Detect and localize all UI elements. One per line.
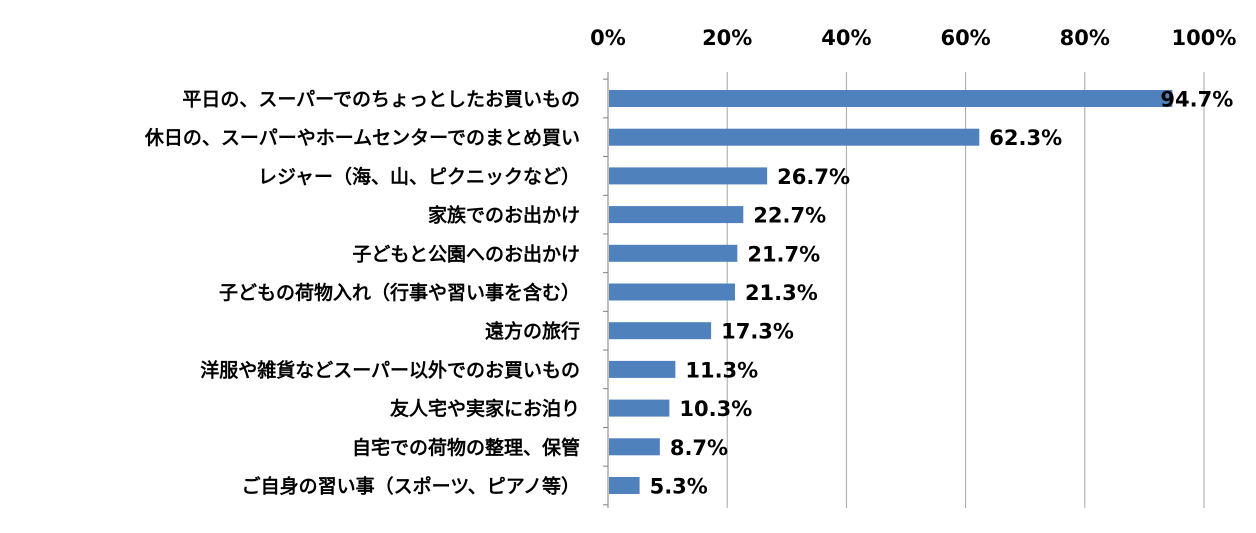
data-label: 22.7% xyxy=(753,204,826,228)
data-label: 26.7% xyxy=(777,165,850,189)
data-label: 21.3% xyxy=(745,281,818,305)
data-label: 94.7% xyxy=(1160,88,1233,112)
category-label: 自宅での荷物の整理、保管 xyxy=(352,436,580,459)
bar xyxy=(609,128,980,146)
bars xyxy=(609,90,1173,494)
bar xyxy=(609,322,712,340)
data-label: 10.3% xyxy=(679,397,752,421)
x-tick-label: 100% xyxy=(1172,26,1237,50)
category-label: レジャー（海、山、ピクニックなど） xyxy=(258,165,580,188)
data-label: 5.3% xyxy=(650,475,708,499)
bar xyxy=(609,90,1173,107)
category-labels: 平日の、スーパーでのちょっとしたお買いもの休日の、スーパーやホームセンターでのま… xyxy=(144,89,580,498)
x-tick-label: 0% xyxy=(590,26,626,50)
category-label: 子どもの荷物入れ（行事や習い事を含む） xyxy=(219,281,580,304)
bar xyxy=(609,477,640,494)
bar xyxy=(609,244,738,262)
data-label: 8.7% xyxy=(670,436,728,460)
data-label: 62.3% xyxy=(989,126,1062,150)
x-tick-label: 20% xyxy=(702,26,752,50)
bar xyxy=(609,167,768,185)
x-tick-label: 40% xyxy=(821,26,871,50)
data-label: 17.3% xyxy=(721,320,794,344)
category-label: 家族でのお出かけ xyxy=(428,204,580,227)
x-tick-label: 80% xyxy=(1060,26,1110,50)
category-label: ご自身の習い事（スポーツ、ピアノ等） xyxy=(242,475,580,498)
x-axis-ticks: 0% 20% 40% 60% 80% 100% xyxy=(590,26,1236,50)
data-labels: 94.7% 62.3% 26.7% 22.7% 21.7% 21.3% 17.3% 11.3%… xyxy=(650,88,1234,499)
bar xyxy=(609,399,670,417)
category-label: 友人宅や実家にお泊り xyxy=(390,397,580,420)
x-tick-label: 60% xyxy=(940,26,990,50)
bar xyxy=(609,438,660,456)
data-label: 21.7% xyxy=(747,242,820,266)
category-label: 平日の、スーパーでのちょっとしたお買いもの xyxy=(182,89,580,111)
bar xyxy=(609,360,676,378)
category-label: 遠方の旅行 xyxy=(485,320,580,343)
category-label: 洋服や雑貨などスーパー以外でのお買いもの xyxy=(200,358,580,381)
bar xyxy=(609,206,744,224)
category-label: 休日の、スーパーやホームセンターでのまとめ買い xyxy=(144,127,580,149)
data-label: 11.3% xyxy=(685,358,758,382)
category-label: 子どもと公園へのお出かけ xyxy=(352,242,580,265)
bar xyxy=(609,283,735,301)
